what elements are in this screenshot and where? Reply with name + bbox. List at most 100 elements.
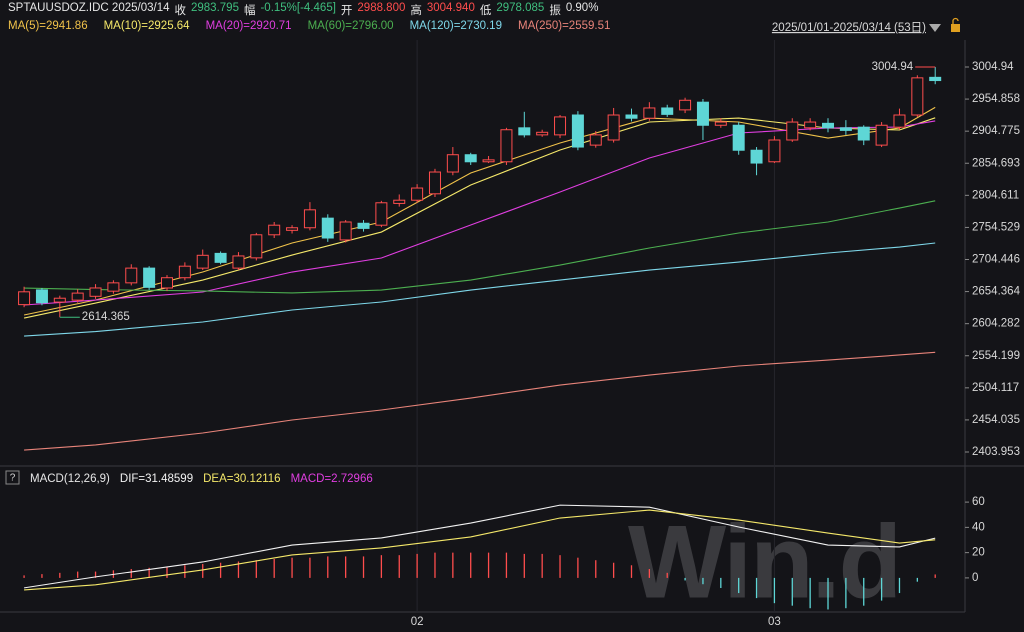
legend-entry: MACD=2.72966 bbox=[291, 473, 373, 485]
value: 2978.085 bbox=[496, 2, 545, 14]
candle-body bbox=[661, 107, 674, 115]
value: 2983.795 bbox=[191, 2, 239, 14]
candle-body bbox=[536, 131, 549, 136]
watermark: Win.d bbox=[628, 504, 900, 620]
value: 3004.940 bbox=[426, 2, 475, 14]
line bbox=[24, 200, 936, 294]
value: -0.15%[-4.465] bbox=[260, 2, 336, 14]
candle-body bbox=[732, 124, 745, 151]
annotation-label: 3004.94 bbox=[872, 61, 914, 73]
candle-body bbox=[518, 127, 531, 136]
legend-entry: MA(120)=2730.19 bbox=[409, 20, 502, 32]
candle-body bbox=[214, 252, 227, 263]
y-tick-label: 2454.035 bbox=[972, 414, 1020, 426]
line bbox=[24, 509, 936, 591]
legend-entry: DIF=31.48599 bbox=[120, 473, 193, 485]
symbol: SPTAUUSDOZ.IDC 2025/03/14 bbox=[8, 2, 170, 14]
lock-shackle bbox=[952, 17, 959, 24]
candle-body bbox=[500, 129, 513, 163]
legend-entry: DEA=30.12116 bbox=[203, 473, 280, 485]
x-tick-label: 02 bbox=[411, 616, 424, 628]
candle-body bbox=[268, 224, 281, 236]
candle-body bbox=[875, 124, 888, 146]
candle-body bbox=[393, 199, 406, 204]
candle-body bbox=[143, 267, 156, 288]
candle-body bbox=[911, 77, 924, 116]
legend-entry: MACD(12,26,9) bbox=[30, 473, 110, 485]
label: 收 bbox=[174, 5, 187, 17]
candle-body bbox=[428, 171, 441, 195]
candle-body bbox=[714, 121, 727, 126]
candle-body bbox=[35, 289, 48, 304]
candle-body bbox=[250, 234, 263, 259]
y-tick-label: 2403.953 bbox=[972, 446, 1020, 458]
candle-body bbox=[375, 202, 388, 226]
quote-header: SPTAUUSDOZ.IDC 2025/03/14 收 2983.795 幅 -… bbox=[8, 2, 598, 18]
y-tick-label: 2954.858 bbox=[972, 93, 1020, 105]
candle-body bbox=[321, 217, 334, 239]
y-tick-label: 0 bbox=[972, 572, 978, 584]
candle-body bbox=[607, 114, 620, 141]
line bbox=[24, 120, 936, 306]
dropdown-arrow[interactable] bbox=[929, 24, 941, 32]
candle-body bbox=[464, 154, 477, 163]
candle-body bbox=[411, 187, 424, 201]
macd-legend: MACD(12,26,9) DIF=31.48599 DEA=30.12116 MAC… bbox=[30, 473, 373, 485]
candle-body bbox=[625, 114, 638, 119]
y-tick-label: 2554.199 bbox=[972, 350, 1020, 362]
legend-entry: MA(5)=2941.86 bbox=[8, 20, 88, 32]
candle-body bbox=[18, 291, 31, 306]
date-range: 2025/01/01-2025/03/14 (53日) bbox=[772, 22, 926, 34]
candle-body bbox=[161, 277, 173, 289]
candle-body bbox=[196, 254, 209, 269]
candle-body bbox=[571, 114, 584, 148]
y-tick-label: 20 bbox=[972, 547, 985, 559]
candle-body bbox=[696, 101, 709, 126]
candle-body bbox=[178, 265, 191, 279]
y-tick-label: 40 bbox=[972, 521, 985, 533]
label: 开 bbox=[340, 5, 353, 17]
y-tick-label: 2704.446 bbox=[972, 254, 1020, 266]
line bbox=[24, 351, 936, 451]
y-tick-label: 2654.364 bbox=[972, 286, 1021, 298]
value: 0.90% bbox=[565, 2, 599, 14]
line bbox=[23, 117, 936, 319]
x-tick-label: 03 bbox=[768, 616, 781, 628]
legend-entry: MA(250)=2559.51 bbox=[517, 20, 611, 32]
label: 低 bbox=[479, 5, 492, 17]
candle-body bbox=[71, 292, 84, 301]
y-tick-label: 60 bbox=[972, 496, 985, 508]
help-icon bbox=[5, 470, 20, 485]
candle-body bbox=[339, 221, 352, 241]
candle-body bbox=[589, 134, 602, 146]
line bbox=[24, 242, 936, 337]
candle-body bbox=[125, 267, 138, 284]
label: 高 bbox=[410, 5, 422, 17]
candle-body bbox=[89, 287, 102, 297]
candle-body bbox=[786, 121, 799, 141]
candle-body bbox=[554, 116, 567, 136]
y-tick-label: 3004.94 bbox=[972, 61, 1014, 73]
candle-body bbox=[53, 297, 66, 303]
candle-body bbox=[286, 227, 299, 231]
candle-body bbox=[857, 126, 870, 141]
candle-body bbox=[643, 107, 656, 119]
candle-body bbox=[839, 127, 852, 131]
candle-body bbox=[446, 154, 459, 173]
legend-entry: MA(60)=2796.00 bbox=[307, 20, 394, 32]
candle-body bbox=[303, 209, 316, 229]
help-label: ? bbox=[10, 473, 16, 484]
candle-body bbox=[232, 255, 245, 269]
candle-body bbox=[768, 139, 781, 163]
y-tick-label: 2904.775 bbox=[972, 125, 1020, 137]
y-tick-label: 2854.693 bbox=[972, 157, 1020, 169]
candle-body bbox=[679, 99, 692, 111]
legend: MA(5)=2941.86 MA(10)=2925.64 MA(20)=2920.7… bbox=[8, 20, 610, 32]
lock-icon bbox=[951, 24, 960, 32]
line bbox=[23, 504, 936, 589]
y-tick-label: 2804.611 bbox=[972, 189, 1019, 201]
y-tick-label: 2604.282 bbox=[972, 318, 1020, 330]
